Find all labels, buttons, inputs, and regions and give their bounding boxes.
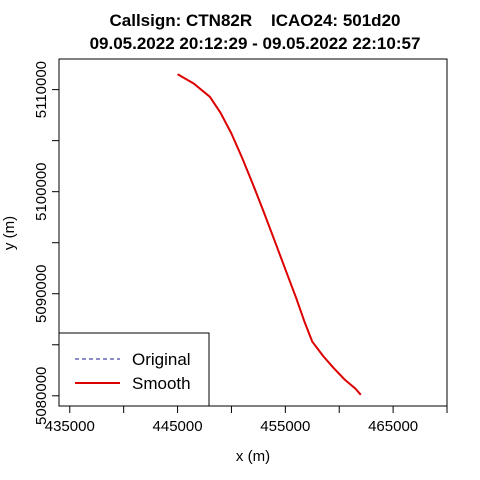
plot-frame — [58, 58, 448, 407]
x-tick-label: 455000 — [260, 418, 310, 435]
y-tick-label: 5110000 — [33, 61, 50, 118]
x-tick-label: 465000 — [368, 418, 418, 435]
x-axis-label: x (m) — [236, 448, 270, 465]
legend: Original Smooth — [58, 332, 210, 407]
x-axis: 435000 445000 455000 465000 — [45, 406, 448, 435]
chart-title-line2: 09.05.2022 20:12:29 - 09.05.2022 22:10:5… — [90, 34, 421, 53]
series-layer — [177, 73, 362, 396]
x-tick-label: 435000 — [45, 418, 95, 435]
y-tick-label: 5100000 — [33, 162, 50, 220]
legend-label-smooth: Smooth — [132, 374, 191, 393]
series-line-smooth — [177, 73, 362, 396]
y-tick-label: 5080000 — [33, 367, 50, 425]
chart-title-line1: Callsign: CTN82R ICAO24: 501d20 — [110, 11, 401, 30]
x-tick-label: 445000 — [153, 418, 203, 435]
legend-label-original: Original — [132, 350, 191, 369]
y-axis: 5080000 5090000 5100000 5110000 — [33, 61, 59, 425]
y-tick-label: 5090000 — [33, 265, 50, 323]
legend-box — [58, 332, 210, 407]
y-axis-label: y (m) — [1, 216, 18, 250]
